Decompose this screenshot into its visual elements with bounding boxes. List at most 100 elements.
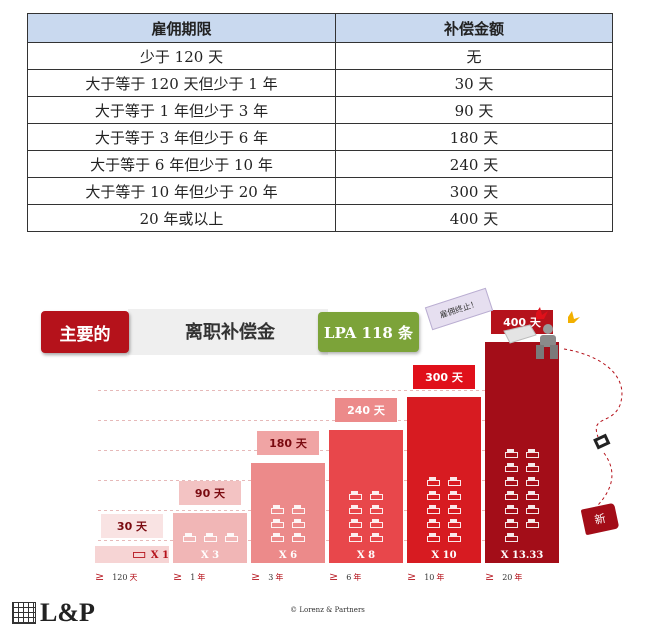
threshold-number: 10 [424, 573, 435, 582]
wallet-icon [370, 504, 383, 514]
severance-table: 雇佣期限 补偿金额 少于 120 天无大于等于 120 天但少于 1 年 30 天… [27, 13, 613, 232]
wallet-icon-group [182, 532, 238, 542]
days-label: 300 天 [413, 365, 475, 389]
table-row: 大于等于 10 年但少于 20 年 300 天 [27, 177, 613, 205]
employment-period-cell: 大于等于 1 年但少于 3 年 [27, 96, 336, 124]
chart-bar: X 10 [407, 397, 481, 563]
wallet-icon [427, 477, 440, 486]
compensation-cell: 无 [335, 42, 613, 70]
header-employment-period: 雇佣期限 [27, 13, 336, 43]
wallet-icon [526, 504, 539, 514]
chart-bar: X 3 [173, 513, 247, 563]
wallet-icon [448, 505, 461, 514]
wallet-icon [370, 518, 383, 528]
threshold-number: 6 [346, 573, 352, 582]
wallet-icon [349, 532, 362, 542]
chart-bar: X 13.33 [485, 341, 559, 563]
wallet-icon [292, 532, 305, 542]
wallet-icon [526, 462, 539, 472]
wallet-icon [182, 532, 196, 542]
banner-background [128, 309, 328, 355]
wallet-icon [427, 491, 440, 500]
days-label: 240 天 [335, 398, 397, 423]
compensation-cell: 90 天 [335, 96, 613, 124]
wallet-icon [526, 476, 539, 486]
threshold-label: ≥1 年 [173, 570, 205, 583]
table-row: 少于 120 天无 [27, 42, 613, 70]
table-header-row: 雇佣期限 补偿金额 [27, 13, 613, 43]
chart-bar: X 8 [329, 430, 403, 563]
chart-bar: ▭ X 1 [95, 544, 169, 563]
threshold-number: 3 [268, 573, 274, 582]
wallet-icon [203, 532, 217, 542]
multiplier-label: X 13.33 [500, 549, 544, 561]
wallet-icon [448, 519, 461, 528]
wallet-icon [526, 518, 539, 528]
employment-period-cell: 大于等于 6 年但少于 10 年 [27, 150, 336, 178]
wallet-icon [370, 490, 383, 500]
worker-figure-icon [503, 307, 580, 359]
ge-symbol: ≥ [329, 570, 339, 583]
wallet-icon [224, 532, 238, 542]
wallet-icon-group [349, 490, 383, 542]
threshold-label: ≥20 年 [485, 570, 522, 583]
main-label-badge: 主要的 [41, 311, 129, 353]
multiplier-label: X 6 [278, 549, 298, 561]
wallet-icon [448, 477, 461, 486]
wallet-icon [526, 448, 539, 458]
days-label: 30 天 [101, 514, 163, 539]
compensation-cell: 30 天 [335, 69, 613, 97]
wallet-icon [271, 504, 284, 514]
wallet-icon [505, 532, 518, 542]
table-row: 大于等于 1 年但少于 3 年 90 天 [27, 96, 613, 124]
wallet-icon [505, 476, 518, 486]
law-reference-badge: LPA 118 条 [318, 312, 419, 352]
wallet-icon [349, 504, 362, 514]
threshold-label: ≥10 年 [407, 570, 444, 583]
ge-symbol: ≥ [95, 570, 105, 583]
wallet-icon [505, 504, 518, 514]
wallet-icon [271, 532, 284, 542]
wallet-icon [526, 490, 539, 500]
wallet-icon [349, 518, 362, 528]
banner-title: 离职补偿金 [185, 322, 275, 343]
ge-symbol: ≥ [173, 570, 183, 583]
threshold-label: ≥3 年 [251, 570, 283, 583]
wallet-icon [427, 505, 440, 514]
employment-period-cell: 大于等于 120 天但少于 1 年 [27, 69, 336, 97]
threshold-label: ≥6 年 [329, 570, 361, 583]
employment-period-cell: 少于 120 天 [27, 42, 336, 70]
threshold-unit: 天 [129, 573, 138, 582]
compensation-cell: 400 天 [335, 204, 613, 232]
wallet-icon [448, 533, 461, 542]
wallet-icon [448, 491, 461, 500]
threshold-unit: 年 [275, 573, 284, 582]
logo-text: L&P [40, 598, 95, 627]
table-row: 大于等于 120 天但少于 1 年 30 天 [27, 69, 613, 97]
wallet-icon [292, 518, 305, 528]
guide-line [98, 420, 518, 421]
table-row: 大于等于 6 年但少于 10 年 240 天 [27, 150, 613, 178]
money-icon [593, 433, 611, 450]
threshold-label: ≥120 天 [95, 570, 138, 583]
employment-period-cell: 20 年或以上 [27, 204, 336, 232]
header-compensation-amount: 补偿金额 [335, 13, 613, 43]
wallet-icon [505, 490, 518, 500]
compensation-cell: 180 天 [335, 123, 613, 151]
threshold-unit: 年 [514, 573, 523, 582]
days-label: 180 天 [257, 431, 319, 456]
wallet-icon [370, 532, 383, 542]
threshold-unit: 年 [353, 573, 362, 582]
wallet-icon [349, 490, 362, 500]
employment-period-cell: 大于等于 3 年但少于 6 年 [27, 123, 336, 151]
wallet-icon [292, 504, 305, 514]
wallet-icon [505, 518, 518, 528]
multiplier-label: X 8 [356, 549, 376, 561]
threshold-number: 1 [190, 573, 196, 582]
company-logo: L&P [12, 600, 95, 626]
wallet-icon [427, 533, 440, 542]
guide-line [98, 390, 518, 391]
copyright-text: © Lorenz & Partners [290, 606, 365, 614]
table-row: 大于等于 3 年但少于 6 年 180 天 [27, 123, 613, 151]
table-row: 20 年或以上 400 天 [27, 204, 613, 232]
